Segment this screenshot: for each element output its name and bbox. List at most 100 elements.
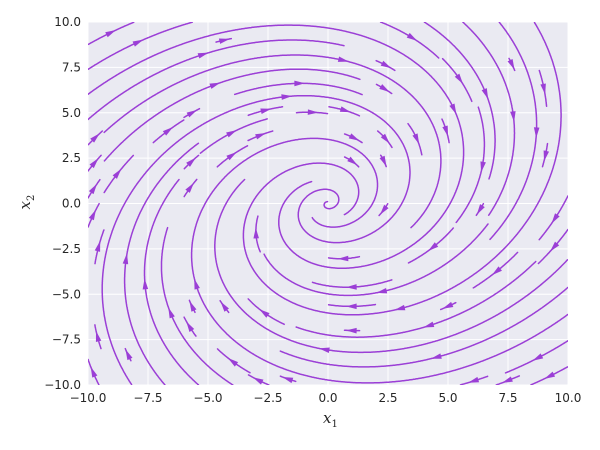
streamline-arrow: [105, 30, 117, 38]
streamlines: [88, 22, 568, 385]
streamline-arrow: [346, 327, 357, 334]
x-tick-labels: −10.0 −7.5 −5.0 −2.5 0.0 2.5 5.0 7.5 10.0: [70, 391, 582, 405]
x-tick-label: 5.0: [438, 391, 457, 405]
y-tick-label: −10.0: [44, 378, 81, 392]
streamline-arrow: [197, 52, 209, 59]
streamline-arrow: [132, 39, 144, 47]
streamline-arrow: [406, 32, 418, 41]
x-tick-label: −10.0: [70, 391, 107, 405]
x-tick-label: 0.0: [318, 391, 337, 405]
streamline-arrow: [89, 158, 99, 169]
streamline-arrow: [507, 58, 515, 70]
streamline-arrow: [294, 80, 306, 87]
streamline-arrow: [194, 278, 200, 290]
streamline-arrow: [142, 278, 149, 290]
streamline-arrow: [259, 309, 270, 318]
streamline-arrow: [162, 127, 174, 136]
x-tick-label: 2.5: [378, 391, 397, 405]
streamline-arrow: [90, 366, 98, 378]
streamline-arrow: [550, 241, 560, 252]
streamline-arrow: [379, 155, 387, 167]
streamline-arrow: [253, 227, 259, 239]
streamline-arrow: [468, 376, 480, 383]
streamline-arrow: [476, 204, 485, 215]
y-tick-label: 10.0: [54, 15, 81, 29]
streamline-arrow: [551, 213, 560, 224]
streamline-arrow: [442, 301, 454, 309]
streamline-arrow: [394, 304, 406, 311]
x-tick-label: 7.5: [498, 391, 517, 405]
streamline-arrow: [318, 347, 330, 353]
streamline-arrow: [218, 38, 230, 44]
streamline-arrow: [88, 183, 98, 195]
streamline-arrow: [544, 371, 556, 379]
streamline-arrow: [481, 88, 489, 100]
streamline-arrow: [189, 300, 197, 312]
streamline-arrow: [90, 133, 100, 143]
streamline-arrow: [533, 127, 540, 139]
streamline-arrow: [227, 358, 239, 367]
streamline-arrow: [220, 301, 229, 312]
streamline-arrow: [226, 130, 237, 138]
streamline-arrow: [122, 253, 129, 265]
streamline-arrow: [255, 133, 267, 140]
streamline-arrow: [532, 353, 544, 361]
y-tick-labels: −10.0 −7.5 −5.0 −2.5 0.0 2.5 5.0 7.5 10.0: [44, 15, 81, 392]
y-tick-label: 5.0: [62, 106, 81, 120]
streamline-arrow: [186, 157, 196, 167]
streamline-arrow: [510, 111, 516, 122]
streamline-arrow: [168, 307, 175, 319]
streamline-arrow: [379, 84, 390, 93]
streamline-arrow: [347, 156, 358, 166]
y-tick-label: 7.5: [62, 60, 81, 74]
streamline-arrow: [94, 240, 101, 252]
streamline-arrow: [88, 209, 96, 221]
streamline-arrow: [376, 287, 388, 294]
y-tick-label: −5.0: [52, 287, 81, 301]
streamline-arrow: [346, 284, 357, 290]
streamline-arrow: [226, 151, 237, 161]
streamline-arrow: [260, 108, 272, 114]
streamline-arrow: [480, 161, 486, 173]
streamline-arrow: [348, 133, 360, 141]
streamline-arrow: [430, 353, 442, 359]
streamline-arrow: [186, 321, 195, 332]
streamline-arrow: [339, 106, 351, 113]
streamline-arrow: [380, 60, 392, 69]
streamline-arrow: [449, 103, 457, 115]
x-tick-label: −5.0: [193, 391, 222, 405]
streamline-arrow: [491, 266, 502, 276]
streamline-arrow: [186, 109, 198, 118]
streamline-arrow: [95, 330, 102, 342]
streamline-arrow: [346, 303, 357, 310]
streamline-arrow: [252, 377, 264, 385]
x-axis-label: x1: [323, 409, 338, 430]
y-tick-label: 2.5: [62, 151, 81, 165]
streamline-arrow: [282, 377, 294, 384]
streamline-arrow: [442, 125, 449, 137]
streamline-arrow: [337, 56, 349, 62]
streamline-arrow: [543, 150, 550, 162]
streamline-arrow: [112, 168, 122, 179]
streamline-arrow: [307, 109, 319, 115]
streamline-arrow: [428, 242, 439, 252]
streamline-arrow: [125, 349, 133, 361]
streamline-arrow: [540, 83, 546, 95]
y-tick-label: 0.0: [62, 197, 81, 211]
streamline-arrow: [423, 321, 435, 328]
streamline-arrow: [379, 204, 389, 215]
streamline-arrow: [454, 73, 463, 85]
streamline-arrow: [380, 133, 390, 144]
streamline-arrow: [501, 376, 513, 383]
streamline-arrow: [281, 94, 293, 100]
y-tick-label: −2.5: [52, 242, 81, 256]
x-tick-label: −2.5: [253, 391, 282, 405]
y-axis-label: x2: [16, 195, 37, 210]
x-tick-label: −7.5: [133, 391, 162, 405]
streamline-arrow: [209, 82, 221, 89]
streamline-arrow: [337, 255, 349, 262]
x-tick-label: 10.0: [555, 391, 582, 405]
streamline-arrow: [412, 133, 420, 145]
y-tick-label: −7.5: [52, 333, 81, 347]
